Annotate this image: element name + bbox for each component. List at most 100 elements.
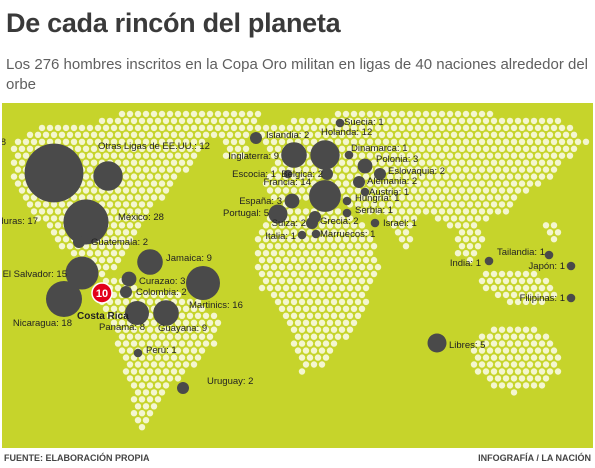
land-dot (298, 270, 306, 278)
land-dot (550, 152, 558, 159)
land-dot (354, 298, 362, 306)
land-dot (474, 131, 482, 138)
league-bubble (484, 256, 494, 266)
world-map-svg: MLS (EE.UU): 48 Otras Ligas de EE.UU.: 12… (2, 110, 590, 431)
land-dot (234, 117, 242, 125)
land-dot (318, 222, 326, 229)
land-dot (434, 159, 442, 166)
land-dot (434, 173, 442, 180)
land-dot (126, 138, 134, 145)
league-bubble (73, 236, 85, 248)
land-dot (22, 152, 30, 159)
land-dot (418, 159, 426, 166)
land-dot (194, 340, 202, 347)
land-dot (358, 236, 366, 243)
league-bubble (374, 168, 386, 180)
land-dot (114, 284, 122, 292)
land-dot (522, 117, 530, 125)
league-label: Francia: 14 (263, 177, 311, 188)
land-dot (386, 201, 394, 208)
land-dot (146, 173, 154, 180)
land-dot (410, 201, 418, 208)
land-dot (394, 201, 402, 208)
land-dot (538, 382, 546, 389)
land-dot (310, 319, 318, 326)
land-dot (174, 124, 182, 132)
land-dot (478, 110, 486, 118)
land-dot (142, 180, 150, 187)
land-dot (190, 333, 198, 340)
land-dot (470, 250, 478, 257)
land-dot (262, 180, 270, 187)
land-dot (394, 173, 402, 180)
land-dot (446, 138, 454, 145)
land-dot (506, 340, 514, 347)
land-dot (486, 361, 494, 368)
land-dot (414, 138, 422, 145)
land-dot (470, 222, 478, 229)
land-dot (526, 166, 534, 173)
land-dot (310, 291, 318, 299)
land-dot (42, 201, 50, 208)
land-dot (326, 263, 334, 271)
land-dot (306, 117, 314, 125)
land-dot (350, 138, 358, 145)
land-dot (234, 145, 242, 152)
land-dot (498, 173, 506, 180)
land-dot (186, 145, 194, 152)
land-dot (454, 194, 462, 201)
league-label: Tailandia: 1 (497, 247, 545, 258)
land-dot (570, 131, 578, 138)
land-dot (338, 326, 346, 333)
land-dot (346, 229, 354, 236)
land-dot (146, 159, 154, 166)
land-dot (106, 117, 114, 125)
land-dot (114, 256, 122, 264)
land-dot (510, 291, 518, 299)
league-bubble (186, 266, 220, 300)
land-dot (230, 138, 238, 145)
land-dot (298, 256, 306, 264)
land-dot (338, 173, 346, 180)
land-dot (446, 152, 454, 159)
land-dot (122, 159, 130, 166)
land-dot (366, 110, 374, 118)
league-bubble (566, 261, 576, 271)
land-dot (106, 312, 114, 319)
land-dot (298, 243, 306, 250)
land-dot (374, 152, 382, 159)
land-dot (194, 312, 202, 319)
land-dot (526, 138, 534, 145)
land-dot (414, 152, 422, 159)
land-dot (354, 312, 362, 319)
land-dot (334, 222, 342, 229)
land-dot (270, 236, 278, 243)
land-dot (334, 166, 342, 173)
land-dot (530, 368, 538, 375)
land-dot (418, 201, 426, 208)
land-dot (542, 277, 550, 285)
land-dot (102, 305, 110, 312)
land-dot (358, 138, 366, 145)
land-dot (534, 291, 542, 299)
land-dot (310, 347, 318, 354)
land-dot (190, 110, 198, 118)
land-dot (506, 368, 514, 375)
land-dot (406, 222, 414, 229)
land-dot (514, 173, 522, 180)
land-dot (298, 173, 306, 180)
land-dot (158, 291, 166, 299)
land-dot (270, 180, 278, 187)
land-dot (542, 138, 550, 145)
land-dot (142, 166, 150, 173)
land-dot (494, 375, 502, 382)
league-label: El Salvador: 15 (3, 269, 67, 280)
land-dot (346, 312, 354, 319)
land-dot (514, 298, 522, 306)
land-dot (302, 138, 310, 145)
land-dot (178, 326, 186, 333)
land-dot (478, 152, 486, 159)
land-dot (546, 145, 554, 152)
league-bubble (370, 218, 380, 228)
land-dot (474, 354, 482, 361)
